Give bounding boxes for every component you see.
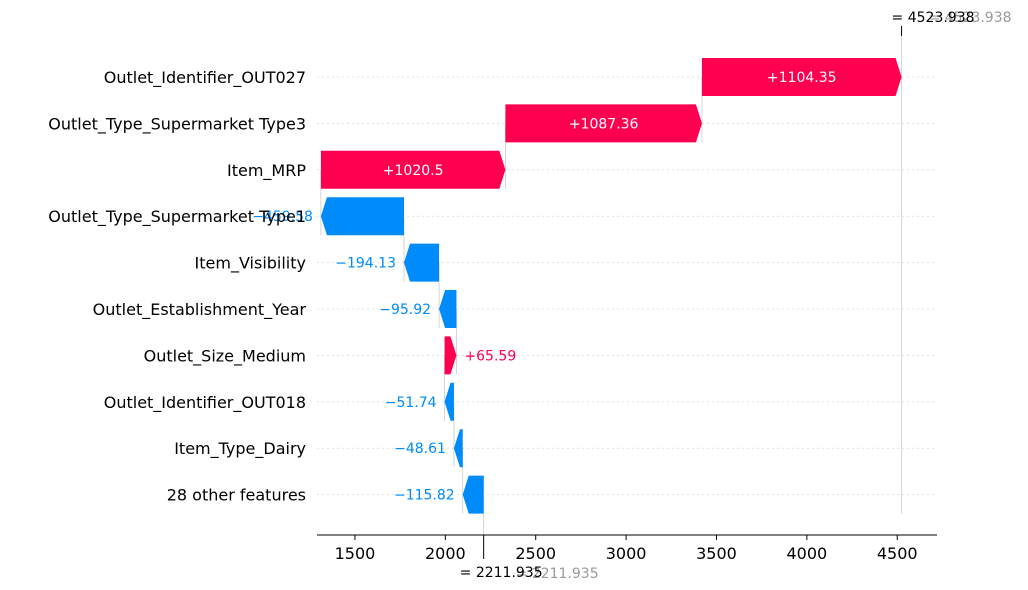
x-tick-label: 4000 bbox=[786, 544, 827, 563]
feature-name: Outlet_Type_Supermarket Type1 bbox=[48, 207, 306, 227]
row-gridlines bbox=[317, 76, 937, 495]
bar-value-label: −95.92 bbox=[379, 302, 431, 318]
x-tick-label: 2000 bbox=[425, 544, 466, 563]
feature-bar bbox=[320, 150, 506, 189]
final-value-ghost-label: = 4523.938 bbox=[929, 10, 1012, 26]
feature-name: Item_Visibility bbox=[195, 254, 306, 274]
value-labels: +1104.35 +1087.36 +1020.5 −459.58 −194.13 −95… bbox=[252, 70, 836, 504]
bar-value-label: +1087.36 bbox=[569, 116, 639, 132]
feature-name: Outlet_Identifier_OUT027 bbox=[104, 68, 306, 88]
bar-value-label: −48.61 bbox=[394, 441, 446, 457]
feature-bar bbox=[505, 104, 702, 143]
bar-value-label: +1104.35 bbox=[767, 70, 837, 86]
x-tick-label: 3000 bbox=[606, 544, 647, 563]
bar-value-label: +65.59 bbox=[464, 348, 516, 364]
base-value-label: = 2211.935 bbox=[460, 565, 543, 581]
feature-name: Outlet_Establishment_Year bbox=[93, 300, 307, 320]
bar-value-label: −459.58 bbox=[252, 209, 313, 225]
feature-names: Outlet_Identifier_OUT027 Outlet_Type_Supe… bbox=[48, 68, 306, 505]
feature-name: Outlet_Size_Medium bbox=[144, 346, 306, 366]
bar-value-label: −194.13 bbox=[335, 256, 396, 272]
x-tick-label: 3500 bbox=[696, 544, 737, 563]
bar-value-label: −115.82 bbox=[394, 488, 455, 504]
bar-value-label: +1020.5 bbox=[383, 163, 444, 179]
feature-bar bbox=[444, 382, 454, 421]
x-axis: 1500 2000 2500 3000 3500 4000 4500 bbox=[317, 534, 937, 563]
feature-bar bbox=[320, 197, 404, 236]
feature-bar bbox=[439, 290, 457, 328]
feature-bar bbox=[462, 475, 484, 514]
summary-values: = 4523.938= 4523.938 = 2211.935= 2211.935 bbox=[460, 10, 1012, 582]
feature-name: Item_MRP bbox=[227, 161, 306, 181]
bar-value-label: −51.74 bbox=[385, 395, 437, 411]
feature-name: Outlet_Identifier_OUT018 bbox=[104, 393, 306, 413]
feature-bar bbox=[444, 336, 457, 375]
feature-bars bbox=[320, 58, 902, 514]
x-tick-label: 4500 bbox=[877, 544, 918, 563]
x-tick-label: 1500 bbox=[335, 544, 376, 563]
feature-bar bbox=[453, 429, 463, 468]
feature-name: Outlet_Type_Supermarket Type3 bbox=[48, 114, 306, 134]
feature-name: Item_Type_Dairy bbox=[174, 439, 306, 459]
final-value-label: = 4523.938 bbox=[892, 10, 975, 26]
feature-bar bbox=[701, 58, 902, 96]
feature-name: 28 other features bbox=[167, 486, 306, 505]
base-value-ghost-label: = 2211.935 bbox=[516, 566, 599, 582]
feature-bar bbox=[403, 243, 440, 282]
x-tick-label: 2500 bbox=[515, 544, 556, 563]
